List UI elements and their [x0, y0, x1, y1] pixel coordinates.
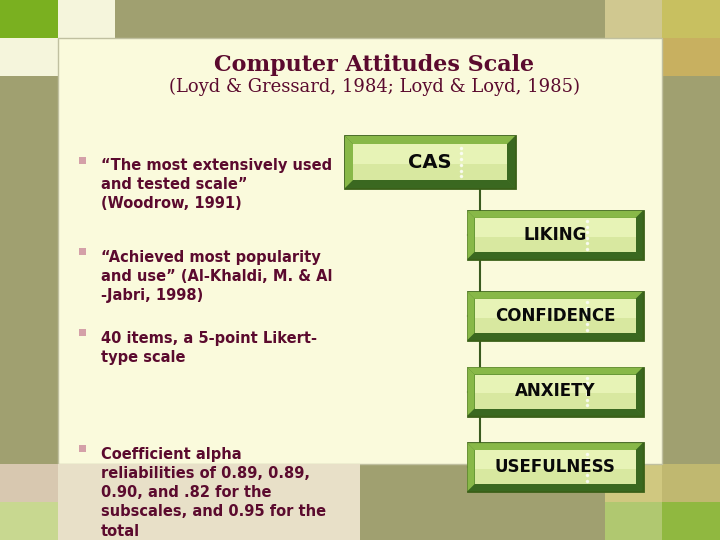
Bar [662, 0, 720, 38]
Polygon shape [467, 252, 642, 259]
Bar [662, 502, 720, 540]
Text: CAS: CAS [408, 152, 451, 172]
Polygon shape [345, 180, 515, 188]
Bar [605, 0, 662, 38]
Text: Coefficient alpha
reliabilities of 0.89, 0.89,
0.90, and .82 for the
subscales, : Coefficient alpha reliabilities of 0.89,… [101, 447, 326, 539]
Polygon shape [636, 211, 642, 259]
Bar [662, 464, 720, 502]
Bar [58, 0, 115, 38]
Bar [474, 450, 636, 469]
Bar [58, 38, 115, 76]
FancyBboxPatch shape [345, 136, 515, 188]
Polygon shape [636, 443, 642, 491]
Text: Computer Attitudes Scale: Computer Attitudes Scale [215, 54, 534, 76]
Bar [474, 375, 636, 408]
Bar [662, 38, 720, 76]
Text: 40 items, a 5-point Likert-
type scale: 40 items, a 5-point Likert- type scale [101, 331, 317, 365]
Bar [58, 38, 662, 464]
Text: CONFIDENCE: CONFIDENCE [495, 307, 616, 325]
Polygon shape [467, 292, 642, 299]
Bar [0, 38, 58, 76]
Text: ANXIETY: ANXIETY [515, 382, 595, 401]
Bar [605, 502, 662, 540]
Bar [353, 144, 507, 164]
Bar [474, 375, 636, 393]
Text: (Loyd & Gressard, 1984; Loyd & Loyd, 1985): (Loyd & Gressard, 1984; Loyd & Loyd, 198… [169, 77, 580, 96]
Polygon shape [507, 136, 515, 188]
FancyBboxPatch shape [467, 443, 642, 491]
Bar [0, 502, 58, 540]
Bar [0, 0, 58, 38]
Text: “The most extensively used
and tested scale”
(Woodrow, 1991): “The most extensively used and tested sc… [101, 158, 332, 211]
Bar [605, 464, 662, 502]
Bar [474, 450, 636, 484]
FancyBboxPatch shape [467, 211, 642, 259]
Polygon shape [467, 484, 642, 491]
Bar [0, 464, 58, 502]
Bar [58, 502, 115, 540]
FancyBboxPatch shape [467, 368, 642, 415]
Polygon shape [636, 292, 642, 340]
Bar [474, 299, 636, 333]
Bar [474, 218, 636, 237]
Text: LIKING: LIKING [523, 226, 587, 244]
Polygon shape [467, 443, 474, 491]
Polygon shape [467, 211, 642, 218]
Bar [58, 464, 360, 540]
Bar [474, 218, 636, 252]
Text: USEFULNESS: USEFULNESS [495, 458, 616, 476]
Polygon shape [467, 443, 642, 450]
Polygon shape [345, 136, 353, 188]
Polygon shape [636, 368, 642, 415]
Polygon shape [345, 136, 515, 144]
Text: “Achieved most popularity
and use” (Al-Khaldi, M. & Al
-Jabri, 1998): “Achieved most popularity and use” (Al-K… [101, 250, 333, 303]
Polygon shape [467, 292, 474, 340]
Polygon shape [467, 211, 474, 259]
Bar [58, 464, 115, 502]
Bar [79, 157, 86, 164]
Bar [79, 446, 86, 453]
Polygon shape [467, 368, 642, 375]
Bar [79, 248, 86, 255]
Polygon shape [467, 408, 642, 415]
Bar [79, 329, 86, 336]
FancyBboxPatch shape [467, 292, 642, 340]
Bar [353, 144, 507, 180]
Polygon shape [467, 333, 642, 340]
Bar [605, 38, 662, 76]
Bar [474, 299, 636, 318]
Polygon shape [467, 368, 474, 415]
